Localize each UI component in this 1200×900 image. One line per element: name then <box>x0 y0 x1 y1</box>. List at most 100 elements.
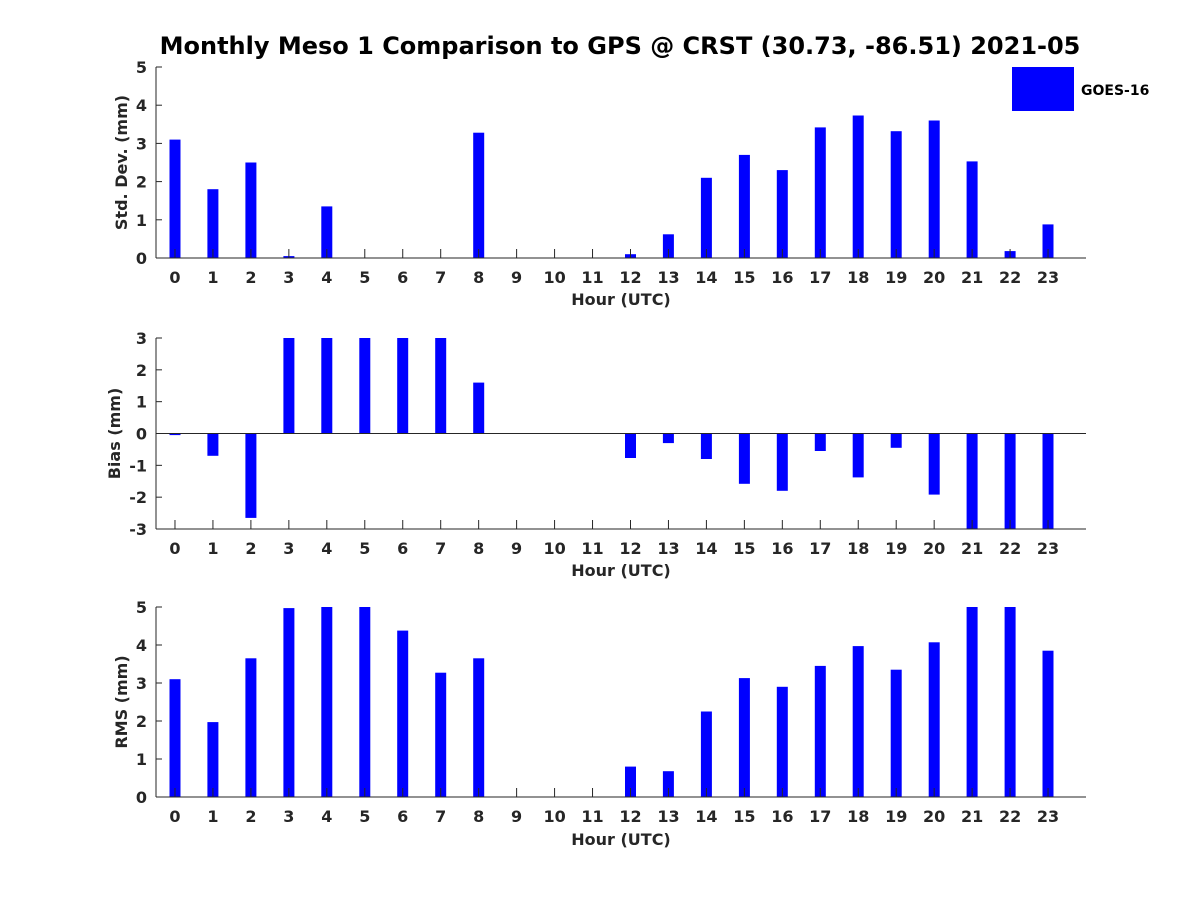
bar-hour-4 <box>321 206 333 258</box>
y-tick-label: -3 <box>129 520 147 539</box>
bar-hour-4 <box>321 338 333 434</box>
y-tick-label: 3 <box>136 134 147 153</box>
bar-hour-6 <box>397 630 409 797</box>
x-tick-label: 19 <box>885 807 907 826</box>
x-tick-label: 14 <box>695 807 717 826</box>
x-tick-label: 4 <box>321 807 332 826</box>
x-tick-label: 3 <box>283 268 294 287</box>
x-tick-label: 22 <box>999 807 1021 826</box>
legend-label: GOES-16 <box>1081 83 1149 99</box>
bar-hour-4 <box>321 607 333 797</box>
x-tick-label: 17 <box>809 539 831 558</box>
bar-hour-17 <box>814 433 826 451</box>
x-tick-label: 3 <box>283 539 294 558</box>
x-tick-label: 13 <box>657 268 679 287</box>
y-tick-label: 1 <box>136 211 147 230</box>
x-axis-label: Hour (UTC) <box>571 830 671 849</box>
bar-hour-22 <box>1004 607 1016 797</box>
y-axis-label: Std. Dev. (mm) <box>112 95 131 230</box>
x-tick-label: 7 <box>435 539 446 558</box>
bar-hour-0 <box>169 139 181 258</box>
x-tick-label: 10 <box>543 539 565 558</box>
x-tick-label: 8 <box>473 539 484 558</box>
x-tick-label: 8 <box>473 807 484 826</box>
x-tick-label: 11 <box>581 268 603 287</box>
y-tick-label: 0 <box>136 249 147 268</box>
bar-hour-19 <box>890 433 902 448</box>
bar-hour-1 <box>207 433 219 456</box>
bar-hour-2 <box>245 658 257 797</box>
x-tick-label: 1 <box>207 807 218 826</box>
bar-hour-13 <box>662 771 674 797</box>
x-tick-label: 19 <box>885 539 907 558</box>
y-tick-label: 5 <box>136 598 147 617</box>
bar-hour-19 <box>890 131 902 258</box>
bar-hour-18 <box>852 646 864 797</box>
x-tick-label: 8 <box>473 268 484 287</box>
x-tick-label: 20 <box>923 539 945 558</box>
bar-hour-16 <box>776 170 788 258</box>
bar-hour-22 <box>1004 433 1016 529</box>
x-tick-label: 12 <box>619 807 641 826</box>
bar-hour-1 <box>207 189 219 258</box>
x-tick-label: 2 <box>245 268 256 287</box>
bar-hour-18 <box>852 433 864 478</box>
x-tick-label: 5 <box>359 539 370 558</box>
x-tick-label: 21 <box>961 268 983 287</box>
y-tick-label: 2 <box>136 712 147 731</box>
bar-hour-8 <box>473 658 485 797</box>
y-tick-label: 5 <box>136 58 147 77</box>
x-tick-label: 20 <box>923 807 945 826</box>
x-tick-label: 2 <box>245 807 256 826</box>
x-tick-label: 9 <box>511 539 522 558</box>
x-tick-label: 22 <box>999 539 1021 558</box>
bar-hour-23 <box>1042 433 1054 529</box>
bar-hour-3 <box>283 338 295 434</box>
bar-hour-12 <box>625 433 636 458</box>
x-tick-label: 11 <box>581 807 603 826</box>
x-tick-label: 17 <box>809 807 831 826</box>
x-tick-label: 18 <box>847 807 869 826</box>
bar-hour-18 <box>852 115 864 258</box>
x-tick-label: 7 <box>435 807 446 826</box>
legend-swatch <box>1012 67 1074 111</box>
x-tick-label: 18 <box>847 539 869 558</box>
y-tick-label: -1 <box>129 456 147 475</box>
bar-hour-7 <box>435 672 447 797</box>
bar-hour-13 <box>662 234 674 258</box>
x-tick-label: 23 <box>1037 539 1059 558</box>
x-tick-label: 11 <box>581 539 603 558</box>
x-tick-label: 23 <box>1037 807 1059 826</box>
x-tick-label: 20 <box>923 268 945 287</box>
bar-hour-0 <box>169 679 181 797</box>
x-tick-label: 17 <box>809 268 831 287</box>
x-tick-label: 4 <box>321 539 332 558</box>
y-tick-label: 0 <box>136 788 147 807</box>
bar-hour-13 <box>662 433 674 444</box>
x-tick-label: 14 <box>695 539 717 558</box>
bar-hour-15 <box>738 678 750 797</box>
x-tick-label: 15 <box>733 268 755 287</box>
figure-title: Monthly Meso 1 Comparison to GPS @ CRST … <box>160 32 1081 60</box>
bar-hour-15 <box>738 433 750 484</box>
x-tick-label: 2 <box>245 539 256 558</box>
x-tick-label: 9 <box>511 807 522 826</box>
legend: GOES-16 <box>1012 67 1149 111</box>
bar-hour-20 <box>928 642 940 797</box>
bar-hour-8 <box>473 382 485 434</box>
x-tick-label: 6 <box>397 807 408 826</box>
bar-hour-15 <box>738 154 750 258</box>
x-tick-label: 5 <box>359 268 370 287</box>
x-tick-label: 23 <box>1037 268 1059 287</box>
y-axis-label: RMS (mm) <box>112 655 131 748</box>
x-tick-label: 10 <box>543 807 565 826</box>
bar-hour-14 <box>700 177 712 258</box>
bar-hour-8 <box>473 132 485 258</box>
bar-hour-17 <box>814 127 826 259</box>
x-tick-label: 16 <box>771 539 793 558</box>
bar-hour-23 <box>1042 224 1054 258</box>
bar-hour-6 <box>397 338 409 434</box>
x-tick-label: 21 <box>961 539 983 558</box>
